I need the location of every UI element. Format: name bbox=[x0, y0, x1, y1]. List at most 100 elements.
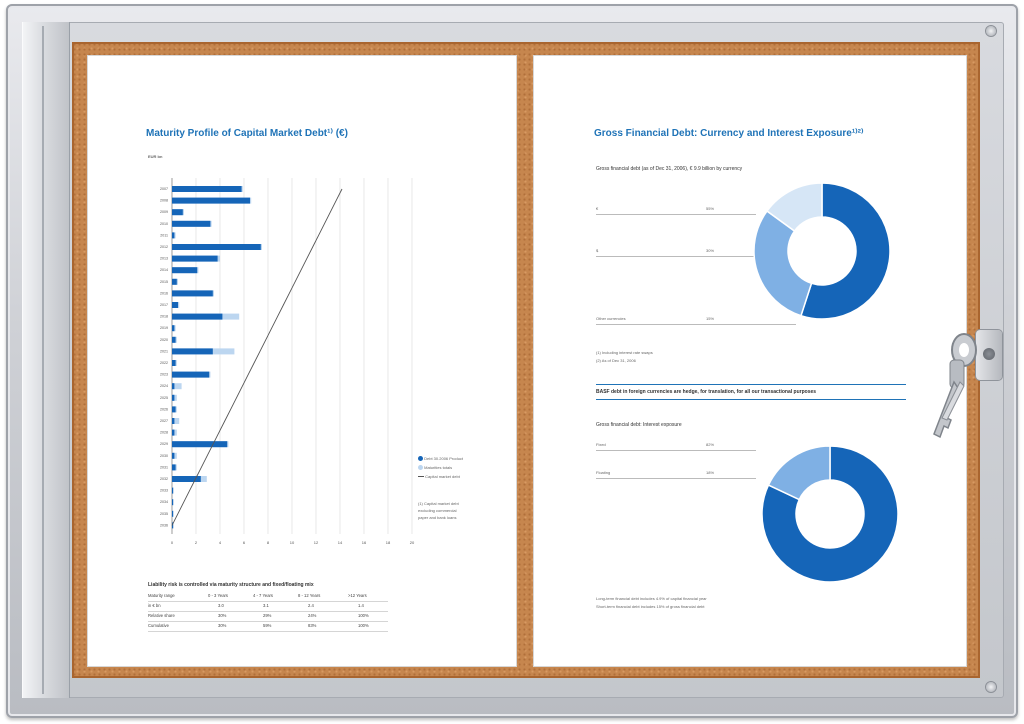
bar bbox=[172, 348, 213, 355]
category-label: 2013 bbox=[160, 257, 168, 261]
table-cell: 59% bbox=[263, 623, 272, 628]
footnote: Long-term financial debt includes 4.9% o… bbox=[596, 596, 707, 601]
bar bbox=[172, 325, 175, 332]
legend-label: Floating bbox=[596, 470, 611, 475]
table-cell: 3.0 bbox=[218, 603, 224, 608]
category-label: 2019 bbox=[160, 326, 168, 330]
bar bbox=[172, 244, 261, 250]
bar bbox=[172, 522, 174, 529]
right-document-title: Gross Financial Debt: Currency and Inter… bbox=[594, 128, 864, 139]
footnote: (1) Including interest rate swaps bbox=[596, 350, 653, 355]
category-label: 2008 bbox=[160, 199, 168, 203]
interest-donut-chart bbox=[761, 445, 899, 583]
category-label: 2023 bbox=[160, 373, 168, 377]
tick-label: 2 bbox=[195, 540, 198, 545]
legend-item: Debt 30.2006 Product bbox=[424, 456, 464, 461]
bar bbox=[172, 267, 198, 274]
donut-slice bbox=[765, 182, 823, 233]
bar bbox=[172, 232, 175, 239]
legend-line-icon bbox=[418, 476, 424, 478]
table-row: Cumulative 30% 59% 83% 100% bbox=[148, 622, 388, 632]
legend-dot-icon bbox=[418, 465, 423, 471]
footnote: (2) As of Dec 31, 2006 bbox=[596, 358, 636, 363]
category-label: 2020 bbox=[160, 338, 168, 342]
legend-label: Other currencies bbox=[596, 316, 626, 321]
donut-slice bbox=[753, 209, 813, 317]
legend-label: Fixed bbox=[596, 442, 606, 447]
table-cell: 29% bbox=[263, 613, 272, 618]
legend-item: Maturities totals bbox=[424, 465, 453, 470]
category-label: 2021 bbox=[160, 349, 168, 353]
table-cell: >12 Years bbox=[348, 593, 367, 598]
legend-value: 55% bbox=[706, 206, 715, 211]
bar bbox=[172, 197, 250, 204]
tick-label: 6 bbox=[243, 540, 246, 545]
bar bbox=[172, 406, 176, 413]
category-label: 2028 bbox=[160, 431, 168, 435]
left-document: Maturity Profile of Capital Market Debt¹… bbox=[88, 56, 516, 666]
left-document-title: Maturity Profile of Capital Market Debt¹… bbox=[146, 128, 348, 139]
category-label: 2014 bbox=[160, 268, 168, 272]
table-cell: 1.4 bbox=[358, 603, 364, 608]
bar bbox=[172, 336, 176, 343]
note-line: (1) Capital market debt bbox=[418, 501, 459, 506]
lock-icon[interactable] bbox=[976, 330, 1002, 380]
category-label: 2011 bbox=[160, 233, 168, 237]
legend-dot-icon bbox=[418, 456, 423, 462]
section-title: Gross financial debt (as of Dec 31, 2006… bbox=[596, 166, 743, 172]
legend-value: 30% bbox=[706, 248, 715, 253]
keyhole-icon bbox=[983, 348, 995, 360]
keys-icon[interactable] bbox=[920, 322, 980, 452]
table-header-row: Maturity range 0 - 3 Years 4 - 7 Years 8… bbox=[148, 592, 388, 602]
note-line: paper and bank loans bbox=[418, 515, 457, 520]
tick-label: 4 bbox=[219, 540, 222, 545]
section-title: Gross financial debt: Interest exposure bbox=[596, 422, 682, 428]
category-label: 2029 bbox=[160, 442, 168, 446]
legend-row: Floating 18% bbox=[596, 470, 756, 479]
bar bbox=[172, 278, 177, 285]
table-cell: 100% bbox=[358, 623, 369, 628]
category-label: 2018 bbox=[160, 315, 168, 319]
category-label: 2024 bbox=[160, 384, 168, 388]
legend-row: Fixed 82% bbox=[596, 442, 756, 451]
category-label: 2032 bbox=[160, 477, 168, 481]
category-label: 2030 bbox=[160, 454, 168, 458]
category-label: 2016 bbox=[160, 291, 168, 295]
table-cell: Cumulative bbox=[148, 623, 169, 628]
bar bbox=[172, 220, 211, 227]
tick-label: 14 bbox=[338, 540, 343, 545]
category-label: 2025 bbox=[160, 396, 168, 400]
bar bbox=[172, 464, 176, 471]
bar-total bbox=[172, 418, 180, 424]
bar bbox=[172, 394, 175, 401]
category-label: 2031 bbox=[160, 465, 168, 469]
currency-donut-chart bbox=[753, 182, 891, 320]
bar bbox=[172, 290, 213, 297]
category-label: 2012 bbox=[160, 245, 168, 249]
category-label: 2022 bbox=[160, 361, 168, 365]
table-cell: 4 - 7 Years bbox=[253, 593, 274, 598]
bar bbox=[172, 476, 201, 482]
legend-value: 82% bbox=[706, 442, 715, 447]
table-cell: 3.1 bbox=[263, 603, 269, 608]
bar bbox=[172, 510, 174, 517]
category-label: 2009 bbox=[160, 210, 168, 214]
bar bbox=[172, 255, 218, 262]
tick-label: 8 bbox=[267, 540, 270, 545]
category-label: 2010 bbox=[160, 222, 168, 226]
screw-icon bbox=[986, 682, 996, 692]
table-cell: 24% bbox=[308, 613, 317, 618]
bar bbox=[172, 302, 178, 308]
tick-label: 0 bbox=[171, 540, 174, 545]
table-cell: 100% bbox=[358, 613, 369, 618]
bar bbox=[172, 209, 183, 216]
unit-label: EUR bn bbox=[148, 154, 163, 159]
tick-label: 18 bbox=[386, 540, 391, 545]
tick-label: 16 bbox=[362, 540, 367, 545]
table-cell: 30% bbox=[218, 623, 227, 628]
bar bbox=[172, 452, 175, 459]
hinge-rail bbox=[22, 22, 70, 698]
screw-icon bbox=[986, 26, 996, 36]
table-cell: 2.4 bbox=[308, 603, 314, 608]
category-label: 2033 bbox=[160, 489, 168, 493]
